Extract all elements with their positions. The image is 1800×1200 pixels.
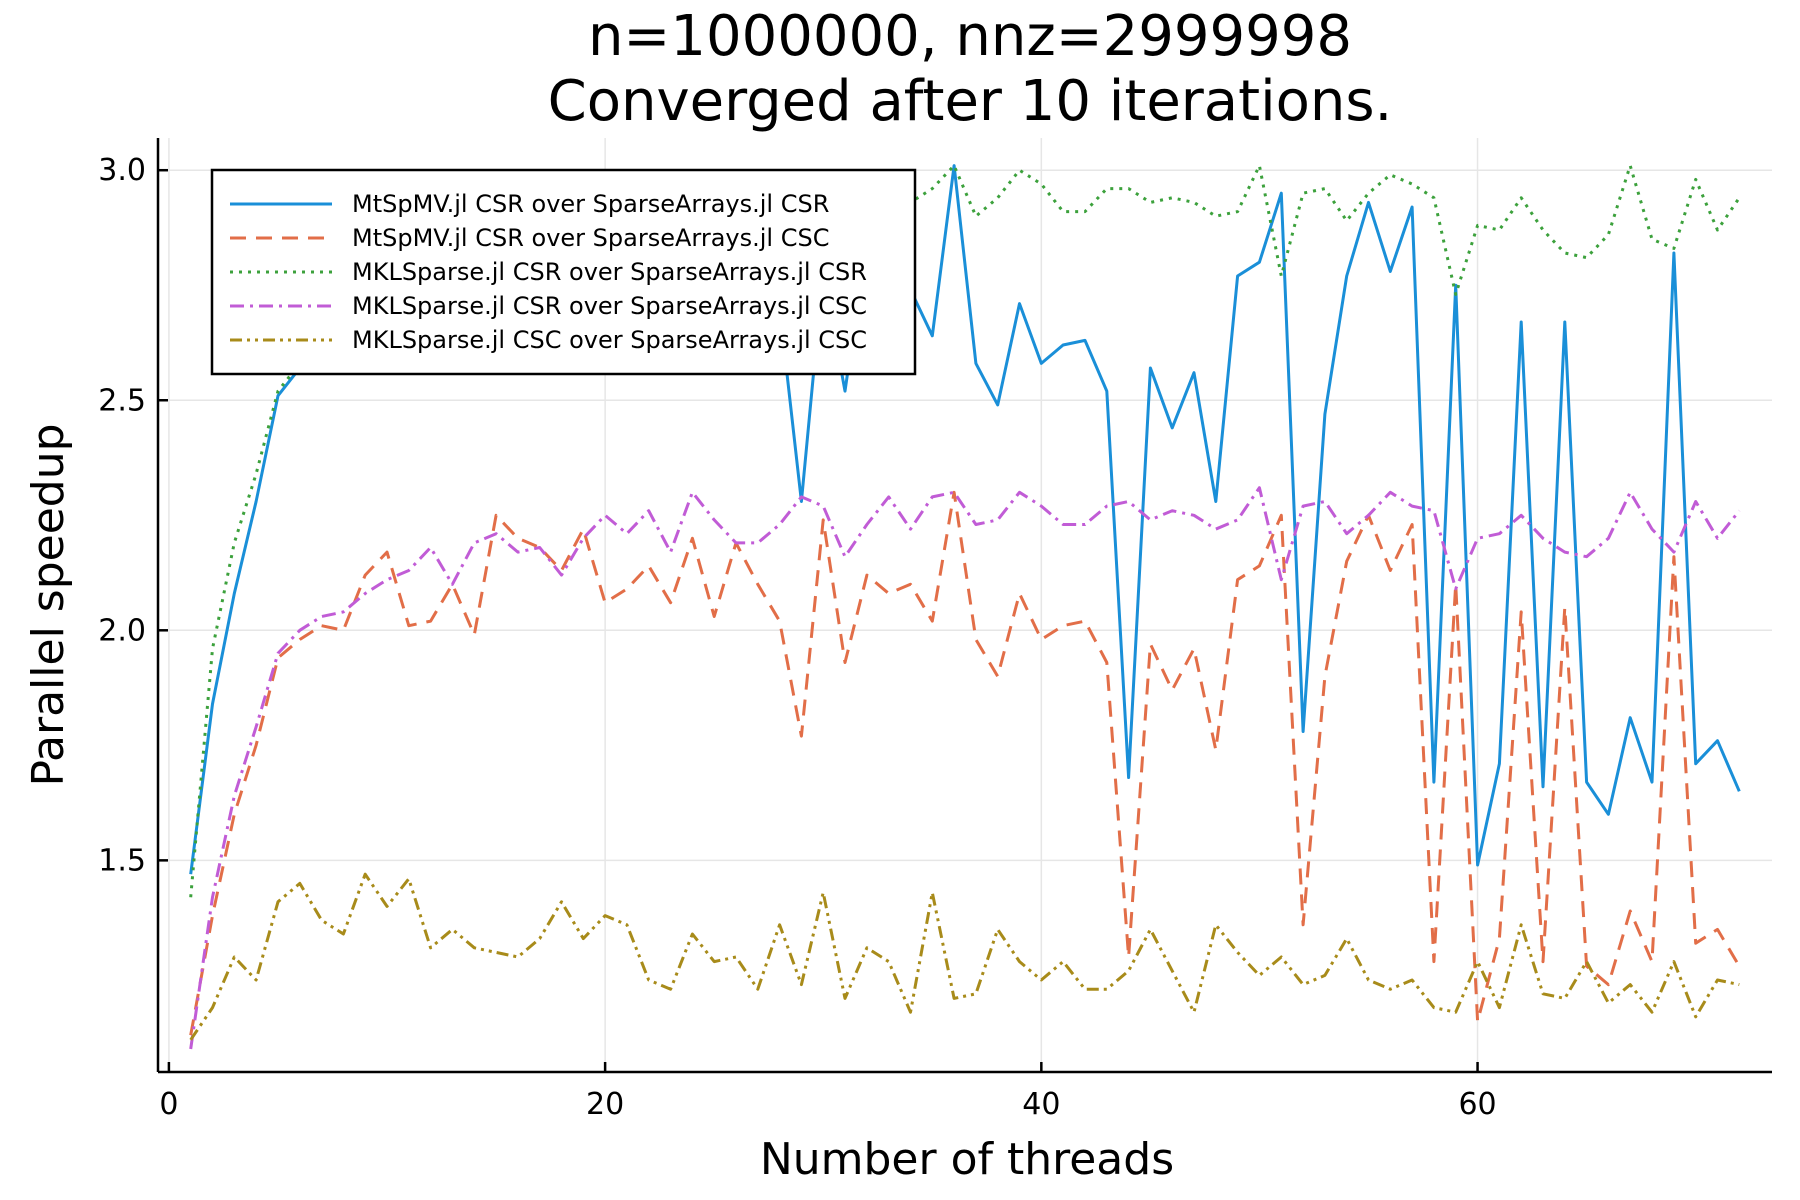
y-tick-label: 2.0 <box>98 613 146 648</box>
chart-title: n=1000000, nnz=2999998 Converged after 1… <box>548 4 1393 134</box>
chart-title-line-2: Converged after 10 iterations. <box>548 69 1393 134</box>
y-tick-label: 2.5 <box>98 383 146 418</box>
x-tick-label: 0 <box>159 1087 178 1122</box>
legend-label-2: MtSpMV.jl CSR over SparseArrays.jl CSC <box>352 224 829 252</box>
legend: MtSpMV.jl CSR over SparseArrays.jl CSR Mt… <box>210 168 917 376</box>
x-tick-label: 20 <box>586 1087 624 1122</box>
legend-label-1: MtSpMV.jl CSR over SparseArrays.jl CSR <box>352 190 829 218</box>
x-tick-label: 60 <box>1458 1087 1496 1122</box>
x-tick-label: 40 <box>1022 1087 1060 1122</box>
legend-label-3: MKLSparse.jl CSR over SparseArrays.jl CS… <box>352 258 867 286</box>
series-line-2 <box>189 490 1741 1036</box>
axes <box>156 138 1772 1074</box>
series-line-4 <box>189 486 1741 1050</box>
series-line-5 <box>189 872 1740 1041</box>
chart-title-line-1: n=1000000, nnz=2999998 <box>588 4 1352 69</box>
legend-label-4: MKLSparse.jl CSR over SparseArrays.jl CS… <box>352 292 867 320</box>
y-tick-label: 3.0 <box>98 153 146 188</box>
y-tick-label: 1.5 <box>98 843 146 878</box>
y-axis-label: Parallel speedup <box>23 423 74 786</box>
x-axis-label: Number of threads <box>760 1134 1174 1185</box>
legend-label-5: MKLSparse.jl CSC over SparseArrays.jl CS… <box>352 326 867 354</box>
tick-labels: 0 20 40 60 1.5 2.0 2.5 3.0 <box>98 153 1496 1122</box>
